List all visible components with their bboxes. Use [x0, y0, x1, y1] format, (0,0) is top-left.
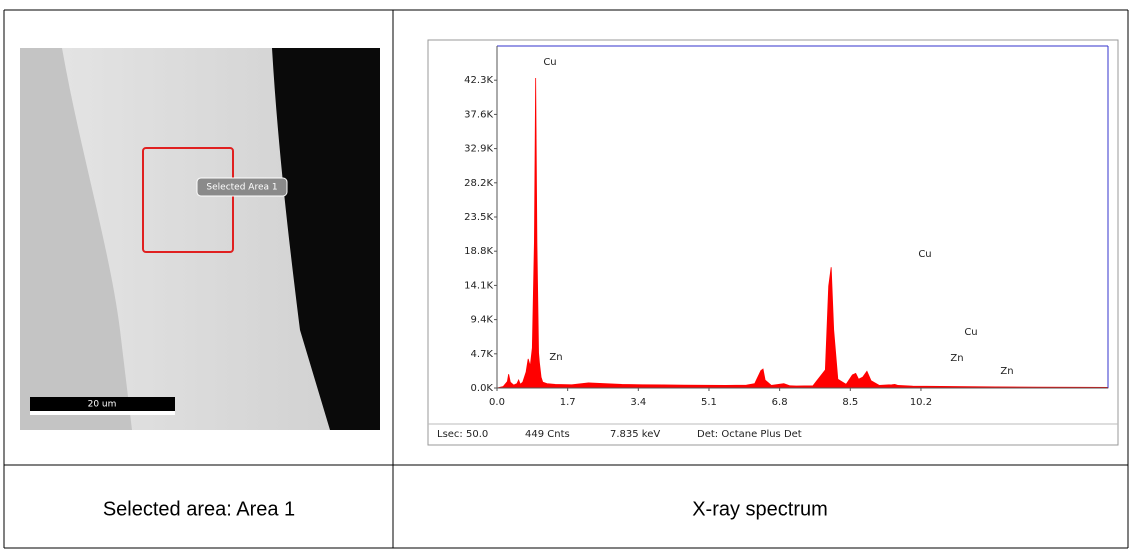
peak-label: Zn: [1000, 366, 1013, 377]
status-text: Lsec: 50.0: [437, 429, 488, 440]
area-label: Selected Area 1: [206, 183, 277, 193]
y-tick-label: 32.9K: [464, 144, 493, 155]
x-tick-label: 8.5: [842, 397, 858, 408]
table-lines: [3, 9, 1129, 549]
y-tick-label: 4.7K: [471, 349, 494, 360]
y-tick-label: 37.6K: [464, 109, 493, 120]
y-tick-label: 14.1K: [464, 280, 493, 291]
label-box: [196, 177, 288, 197]
x-tick-label: 0.0: [489, 397, 505, 408]
scale-label: 20 um: [88, 400, 117, 410]
y-tick-label: 9.4K: [471, 315, 494, 326]
x-tick-label: 1.7: [560, 397, 576, 408]
selected-area-box: [142, 147, 234, 253]
caption: X-ray spectrum: [692, 498, 828, 520]
peak-label: Zn: [549, 352, 562, 363]
peak-label: Cu: [918, 249, 931, 260]
y-tick-label: 28.2K: [464, 178, 493, 189]
spectrum-frame: [427, 39, 1119, 446]
y-tick-label: 23.5K: [464, 212, 493, 223]
spectrum-area: [496, 78, 1109, 389]
x-tick-label: 5.1: [701, 397, 717, 408]
peak-label: Zn: [950, 353, 963, 364]
status-text: Det: Octane Plus Det: [697, 429, 802, 440]
x-tick-label: 6.8: [772, 397, 788, 408]
sem-image: Selected Area 1 20 um: [20, 48, 380, 430]
scale-bar-base: [30, 411, 175, 415]
caption: Selected area: Area 1: [103, 498, 295, 520]
y-tick-label: 0.0K: [471, 383, 494, 394]
x-tick-label: 10.2: [910, 397, 932, 408]
status-text: 449 Cnts: [525, 429, 570, 440]
scale-bar: [30, 397, 175, 411]
y-tick-label: 18.8K: [464, 246, 493, 257]
peak-label: Cu: [543, 57, 556, 68]
peak-label: Cu: [964, 327, 977, 338]
status-text: 7.835 keV: [610, 429, 660, 440]
x-tick-label: 3.4: [630, 397, 646, 408]
y-tick-label: 42.3K: [464, 75, 493, 86]
